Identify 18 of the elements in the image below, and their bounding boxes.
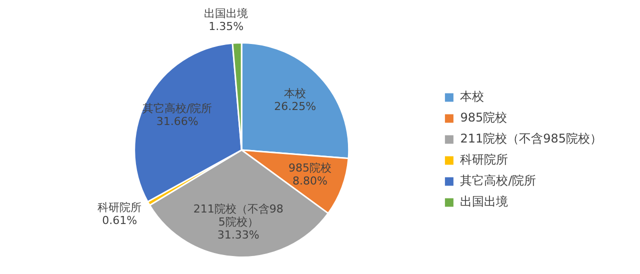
slice-label: 本校 [284,86,306,100]
legend-label: 科研院所 [460,152,508,167]
data-label: 26.25% [274,100,316,113]
legend-label: 出国出境 [460,194,508,209]
slice-label: 211院校（不含985院校） [193,202,284,229]
data-label: 31.66% [156,114,198,128]
legend-label: 其它高校/院所 [460,174,536,188]
slice-label: 985院校 [288,162,332,175]
data-label: 0.61% [102,214,138,227]
data-label: 1.35% [208,20,244,34]
data-label: 31.33% [217,228,260,242]
data-label: 8.80% [292,174,328,188]
slice-label: 科研院所 [98,200,142,214]
slice-label: 出国出境 [204,7,248,20]
legend-label: 211院校（不含985院校） [460,132,602,146]
slice-label: 其它高校/院所 [142,102,212,115]
legend-label: 985院校 [460,110,508,125]
legend-label: 本校 [460,90,484,104]
